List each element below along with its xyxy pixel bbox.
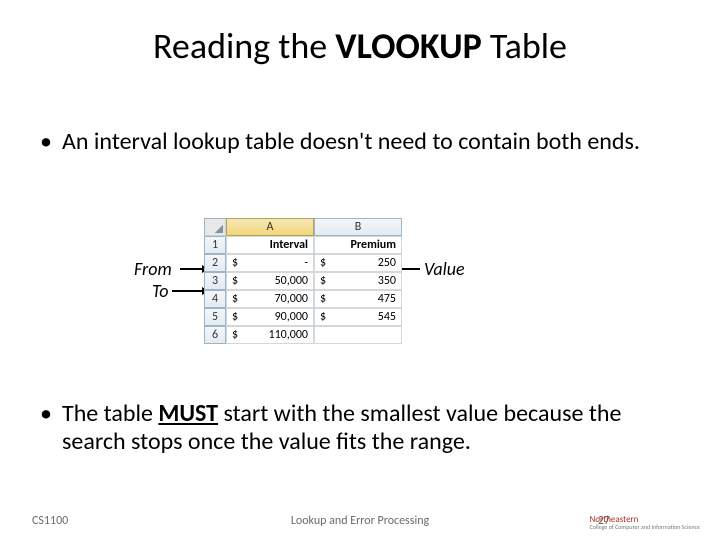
title-post: Table bbox=[482, 24, 567, 68]
col-head-b: B bbox=[314, 218, 402, 236]
row-head-6: 6 bbox=[204, 326, 226, 344]
footer-logo: Northeastern College of Computer and Inf… bbox=[590, 515, 701, 530]
bullet-dot: • bbox=[40, 128, 62, 156]
cell-a6: $110,000 bbox=[226, 326, 314, 344]
must-emphasis: MUST bbox=[158, 399, 218, 428]
header-premium: Premium bbox=[314, 236, 402, 254]
arrow-to bbox=[172, 290, 208, 292]
cell-a3: $50,000 bbox=[226, 272, 314, 290]
footer: CS1100 Lookup and Error Processing 27 No… bbox=[0, 508, 720, 528]
cell-a5: $90,000 bbox=[226, 308, 314, 326]
annotation-from: From bbox=[134, 258, 172, 280]
bullet-dot: • bbox=[40, 400, 62, 428]
cell-b5: $545 bbox=[314, 308, 402, 326]
row-head-4: 4 bbox=[204, 290, 226, 308]
annotation-to: To bbox=[152, 280, 169, 302]
logo-sub: College of Computer and Information Scie… bbox=[590, 524, 701, 530]
row-head-5: 5 bbox=[204, 308, 226, 326]
row-head-2: 2 bbox=[204, 254, 226, 272]
header-interval: Interval bbox=[226, 236, 314, 254]
cell-b2: $250 bbox=[314, 254, 402, 272]
row-head-1: 1 bbox=[204, 236, 226, 254]
cell-b3: $350 bbox=[314, 272, 402, 290]
select-all-corner bbox=[204, 218, 226, 236]
col-head-a: A bbox=[226, 218, 314, 236]
bullet-2-text: The table MUST start with the smallest v… bbox=[62, 400, 680, 455]
title-pre: Reading the bbox=[153, 24, 335, 68]
excel-figure: From To Value A B 1 Interval Premium 2 $… bbox=[138, 218, 582, 368]
row-head-3: 3 bbox=[204, 272, 226, 290]
cell-a2: $- bbox=[226, 254, 314, 272]
slide-title: Reading the VLOOKUP Table bbox=[0, 24, 720, 68]
bullet-1: • An interval lookup table doesn't need … bbox=[40, 128, 680, 156]
bullet-2: • The table MUST start with the smallest… bbox=[40, 400, 680, 455]
cell-b4: $475 bbox=[314, 290, 402, 308]
cell-a4: $70,000 bbox=[226, 290, 314, 308]
bullet-1-text: An interval lookup table doesn't need to… bbox=[62, 128, 680, 156]
excel-table: A B 1 Interval Premium 2 $- $250 3 $50,0… bbox=[204, 218, 404, 344]
title-keyword: VLOOKUP bbox=[335, 24, 481, 68]
annotation-value: Value bbox=[424, 258, 465, 280]
cell-b6 bbox=[314, 326, 402, 344]
slide: Reading the VLOOKUP Table • An interval … bbox=[0, 0, 720, 540]
